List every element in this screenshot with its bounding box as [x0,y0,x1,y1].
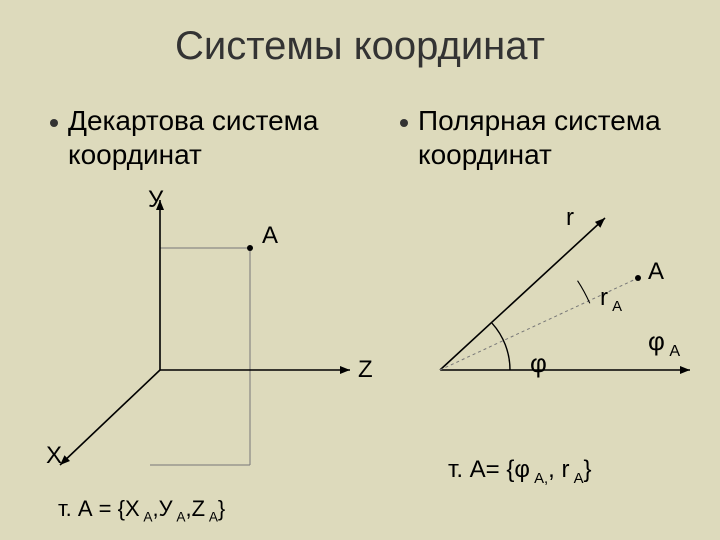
bullet-right-line2: координат [418,139,552,170]
polar-label-rA: r А [600,284,622,315]
slide-root: Системы координат Декартова система коор… [0,0,720,540]
polar-label-r: r [566,204,574,232]
bullet-left-line2: координат [68,139,202,170]
polar-label-phi: φ [530,348,547,379]
bullet-text-left: Декартова система координат [68,104,318,171]
cartesian-label-Z: Z [358,356,373,384]
polar-formula: т. А= {φ А,, r А} [448,456,592,487]
cartesian-label-A: А [262,222,278,250]
cartesian-label-X: Х [46,442,62,470]
bullet-left: Декартова система координат [50,104,318,171]
bullet-text-right: Полярная система координат [418,104,661,171]
polar-label-A: А [648,258,664,286]
slide-title: Системы координат [0,24,720,69]
cartesian-diagram [40,190,380,500]
bullet-dot-right [400,119,408,127]
bullet-right: Полярная система координат [400,104,661,171]
bullet-right-line1: Полярная система [418,105,661,136]
cartesian-label-Y: У [148,186,163,214]
cartesian-formula: т. А = {Х А,У А,Z А} [58,496,225,524]
bullet-dot-left [50,119,58,127]
polar-diagram [400,210,700,430]
polar-label-phiA: φ А [648,326,680,361]
bullet-left-line1: Декартова система [68,105,318,136]
